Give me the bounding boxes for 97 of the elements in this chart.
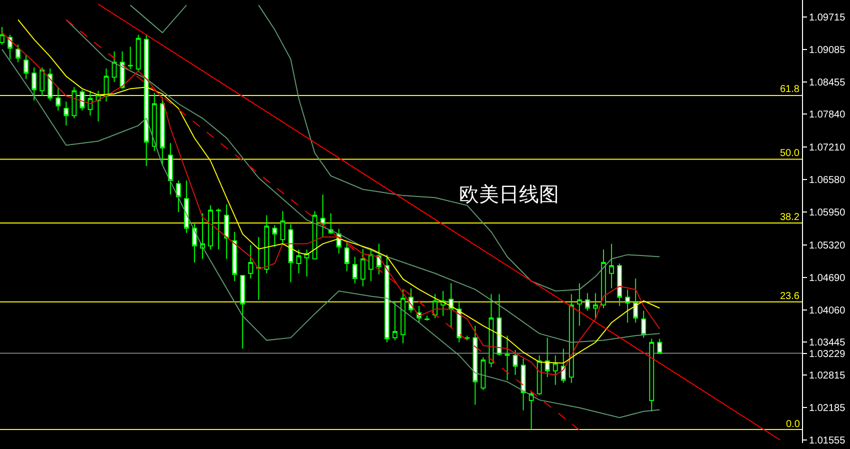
candlestick [376, 243, 382, 275]
candlestick [280, 210, 286, 244]
y-tick-label: 1.02185 [809, 402, 846, 414]
candlestick [200, 212, 205, 260]
y-tick-label: 1.02815 [809, 370, 846, 382]
candlestick [344, 241, 350, 272]
candlestick [641, 310, 646, 338]
y-tick-label: 1.07210 [809, 142, 846, 154]
y-tick-label: 1.08455 [809, 78, 846, 89]
y-tick-label: 1.04060 [809, 306, 846, 317]
y-tick-label: 1.05320 [809, 240, 846, 252]
candlestick [312, 210, 318, 260]
annotation: 61.8 [780, 84, 800, 95]
candlestick [112, 50, 117, 82]
y-tick-label: 1.04690 [809, 273, 846, 284]
y-tick-label: 1.06580 [809, 174, 846, 186]
candlestick [649, 338, 654, 412]
candlestick [288, 224, 294, 283]
candlestick [601, 249, 606, 309]
candlestick [512, 350, 518, 376]
candlestick [360, 248, 366, 287]
y-tick-label: 1.07840 [809, 110, 846, 121]
candlestick [208, 204, 213, 250]
candlestick [593, 292, 598, 320]
candlestick [464, 335, 470, 341]
annotation: 欧美日线图 [459, 182, 559, 206]
candlestick [296, 249, 302, 274]
candlestick [544, 337, 550, 378]
y-tick-label: 1.03229 [809, 348, 846, 360]
candlestick [352, 256, 358, 284]
y-tick-label: 1.03445 [809, 338, 846, 349]
line-series [258, 4, 660, 292]
y-tick-label: 1.09085 [809, 45, 846, 56]
candlestick [264, 214, 270, 274]
candlestick [240, 274, 246, 350]
candlestick [384, 254, 390, 343]
candlestick [192, 222, 197, 263]
candlestick [496, 294, 502, 356]
candlestick [16, 44, 21, 63]
candlestick [560, 348, 566, 384]
candlestick [448, 282, 454, 328]
line-series [2, 48, 660, 418]
candlestick [304, 249, 310, 277]
candlestick [128, 46, 133, 70]
candlestick [8, 34, 12, 60]
candlestick [88, 90, 93, 116]
candlestick [536, 354, 542, 396]
candlestick [168, 142, 173, 196]
candlestick [576, 282, 582, 326]
candlestick [136, 34, 141, 73]
candlestick [216, 208, 222, 250]
candlestick [24, 54, 29, 80]
candlestick [528, 391, 534, 430]
candlestick [456, 300, 462, 343]
annotation: 50.0 [780, 148, 800, 159]
candlestick [64, 101, 69, 126]
candlestick [504, 335, 510, 381]
candlestick [40, 66, 45, 96]
candlestick [657, 338, 662, 354]
y-tick-label: 1.05950 [809, 208, 846, 219]
candlestick [224, 204, 230, 260]
y-tick-label: 1.09715 [809, 12, 846, 24]
candlestick [72, 86, 77, 119]
candlestick [56, 86, 61, 111]
candlestick [232, 231, 238, 282]
candlestick [480, 356, 486, 391]
annotation: 23.6 [780, 291, 800, 302]
y-tick-label: 1.01555 [809, 436, 846, 447]
candlestick [48, 68, 53, 102]
candlestick [585, 292, 590, 312]
candlestick [520, 358, 526, 411]
candlestick [424, 315, 430, 322]
candlestick [144, 34, 149, 166]
candlestick [160, 96, 165, 166]
candlestick [472, 325, 478, 406]
candlestick [609, 243, 614, 289]
candlestick [32, 66, 37, 102]
candlestick [552, 354, 558, 386]
candlestick [256, 236, 262, 300]
candlestick [80, 89, 85, 111]
annotation: 38.2 [780, 212, 800, 223]
annotation: 0.0 [786, 419, 800, 430]
candlestick [400, 288, 406, 344]
candlestick [272, 224, 278, 248]
candlestick [184, 180, 189, 234]
candlestick [625, 288, 630, 324]
candlestick [633, 278, 638, 324]
candlestick [392, 300, 398, 341]
candlestick [320, 194, 326, 238]
candlestick [488, 294, 494, 368]
candlestick [617, 263, 622, 307]
candlestick [568, 294, 574, 384]
candlestick [248, 244, 254, 280]
candlestick [176, 180, 181, 213]
candlestick [368, 248, 374, 282]
candlestick [152, 92, 157, 152]
candlestick [96, 90, 101, 122]
